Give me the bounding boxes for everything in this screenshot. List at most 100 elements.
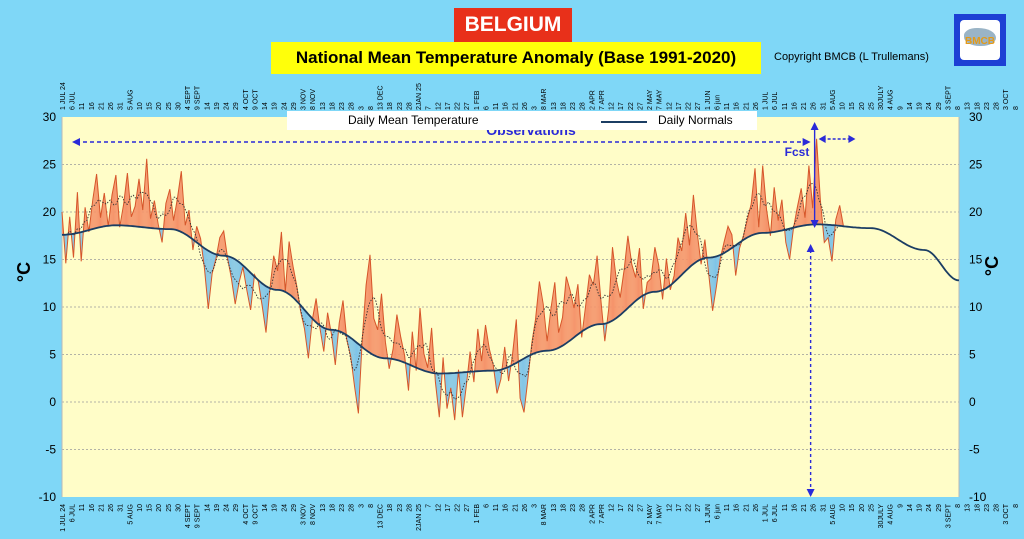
y-tick-label-left: 10 xyxy=(43,300,57,314)
above-normal-fill xyxy=(728,228,730,250)
x-tick-label-bottom: 18 xyxy=(560,504,567,512)
x-tick-label-bottom: 13 xyxy=(965,504,972,512)
below-normal-fill xyxy=(204,248,206,279)
x-tick-label-bottom: 13 xyxy=(551,504,558,512)
x-tick-label-bottom: 17 xyxy=(676,504,683,512)
below-normal-fill xyxy=(247,269,249,300)
x-tick-label-top: 15 xyxy=(147,102,154,110)
x-tick-label-top: 24 xyxy=(281,102,288,110)
above-normal-fill xyxy=(729,230,731,250)
x-tick-label-top: 3 xyxy=(532,106,539,110)
x-tick-label-top: 9 xyxy=(897,106,904,110)
below-normal-fill xyxy=(497,370,498,394)
x-tick-label-top: 14 xyxy=(907,102,914,110)
x-tick-label-top: 11 xyxy=(79,103,86,110)
x-tick-label-top: 23 xyxy=(397,102,404,110)
above-normal-fill xyxy=(112,189,114,226)
above-normal-fill xyxy=(596,255,598,325)
above-normal-fill xyxy=(753,177,754,235)
above-normal-fill xyxy=(694,204,696,264)
x-tick-label-bottom: 31 xyxy=(820,504,827,512)
x-tick-label-bottom: 3 NOV xyxy=(301,504,308,525)
above-normal-fill xyxy=(396,314,398,361)
above-normal-fill xyxy=(637,255,639,300)
below-normal-fill xyxy=(234,258,236,305)
above-normal-fill xyxy=(477,328,479,372)
below-normal-fill xyxy=(711,257,713,311)
x-tick-label-bottom: 13 DEC xyxy=(378,504,385,529)
x-tick-label-bottom: 28 xyxy=(349,504,356,512)
x-tick-label-top: 6 xyxy=(483,106,490,110)
above-normal-fill xyxy=(614,263,616,320)
x-tick-label-top: 25 xyxy=(868,102,875,110)
x-tick-label-bottom: 6 JUL xyxy=(70,504,77,522)
x-tick-label-top: 31 xyxy=(118,102,125,110)
above-normal-fill xyxy=(92,193,94,229)
above-normal-fill xyxy=(617,284,619,318)
above-normal-fill xyxy=(489,348,491,371)
x-tick-label-top: 17 xyxy=(618,102,625,110)
x-tick-label-top: 8 NOV xyxy=(310,89,317,110)
above-normal-fill xyxy=(178,184,180,232)
below-normal-fill xyxy=(447,373,449,404)
above-normal-fill xyxy=(552,288,554,350)
above-normal-fill xyxy=(631,264,633,305)
y-tick-label-right: 5 xyxy=(969,348,976,362)
below-normal-fill xyxy=(713,256,715,305)
legend-normals-label: Daily Normals xyxy=(658,113,733,127)
above-normal-fill xyxy=(623,269,625,313)
above-normal-fill xyxy=(677,237,679,279)
above-normal-fill xyxy=(554,282,556,350)
x-tick-label-top: 20 xyxy=(859,102,866,110)
below-normal-fill xyxy=(236,260,238,299)
x-tick-label-top: 7 MAY xyxy=(657,89,664,110)
logo-image: BMCB xyxy=(960,20,1000,60)
x-tick-label-bottom: 15 xyxy=(849,504,856,512)
above-normal-fill xyxy=(638,248,640,299)
below-normal-fill xyxy=(212,252,214,274)
x-tick-label-top: 16 xyxy=(791,102,798,110)
x-tick-label-bottom: 23 xyxy=(984,504,991,512)
country-badge: BELGIUM xyxy=(454,8,572,42)
x-tick-label-top: 10 xyxy=(137,102,144,110)
above-normal-fill xyxy=(541,292,543,352)
x-tick-label-top: 1 JUL 24 xyxy=(60,82,67,110)
x-tick-label-bottom: 7 xyxy=(426,504,433,508)
above-normal-fill xyxy=(551,295,553,351)
below-normal-fill xyxy=(453,372,455,421)
bmcb-logo: BMCB xyxy=(954,14,1006,66)
x-tick-label-top: 25 xyxy=(166,102,173,110)
above-normal-fill xyxy=(381,293,383,359)
x-tick-label-top: 18 xyxy=(387,102,394,110)
above-normal-fill xyxy=(289,241,291,295)
x-tick-label-bottom: 27 xyxy=(464,504,471,512)
above-normal-fill xyxy=(589,274,591,328)
above-normal-fill xyxy=(395,314,397,360)
below-normal-fill xyxy=(521,359,523,406)
above-normal-fill xyxy=(113,179,115,226)
x-tick-label-bottom: 12 xyxy=(609,504,616,512)
x-tick-label-bottom: 22 xyxy=(686,504,693,512)
above-normal-fill xyxy=(222,231,224,256)
x-tick-label-top: 11 xyxy=(724,103,731,110)
obs-dashed-arrowhead-bottom xyxy=(806,489,815,497)
x-tick-label-bottom: 22 xyxy=(455,504,462,512)
below-normal-fill xyxy=(824,224,826,243)
above-normal-fill xyxy=(375,324,377,357)
above-normal-fill xyxy=(94,180,96,229)
above-normal-fill xyxy=(615,272,617,319)
above-normal-fill xyxy=(630,257,632,306)
x-tick-label-bottom: 23 xyxy=(570,504,577,512)
above-normal-fill xyxy=(152,205,154,229)
y-axis-left: -10 -5 0 5 10 15 20 25 30 xyxy=(39,110,57,504)
x-tick-label-bottom: 26 xyxy=(811,504,818,512)
x-tick-label-bottom: 4 OCT xyxy=(243,503,250,524)
below-normal-fill xyxy=(787,228,789,256)
above-normal-fill xyxy=(657,260,659,292)
below-normal-fill xyxy=(524,357,526,405)
x-tick-label-top: 19 xyxy=(272,102,279,110)
below-normal-fill xyxy=(235,259,237,305)
x-tick-label-top: 21 xyxy=(512,102,519,110)
daily-normals-line xyxy=(62,223,960,375)
above-normal-fill xyxy=(138,178,140,227)
